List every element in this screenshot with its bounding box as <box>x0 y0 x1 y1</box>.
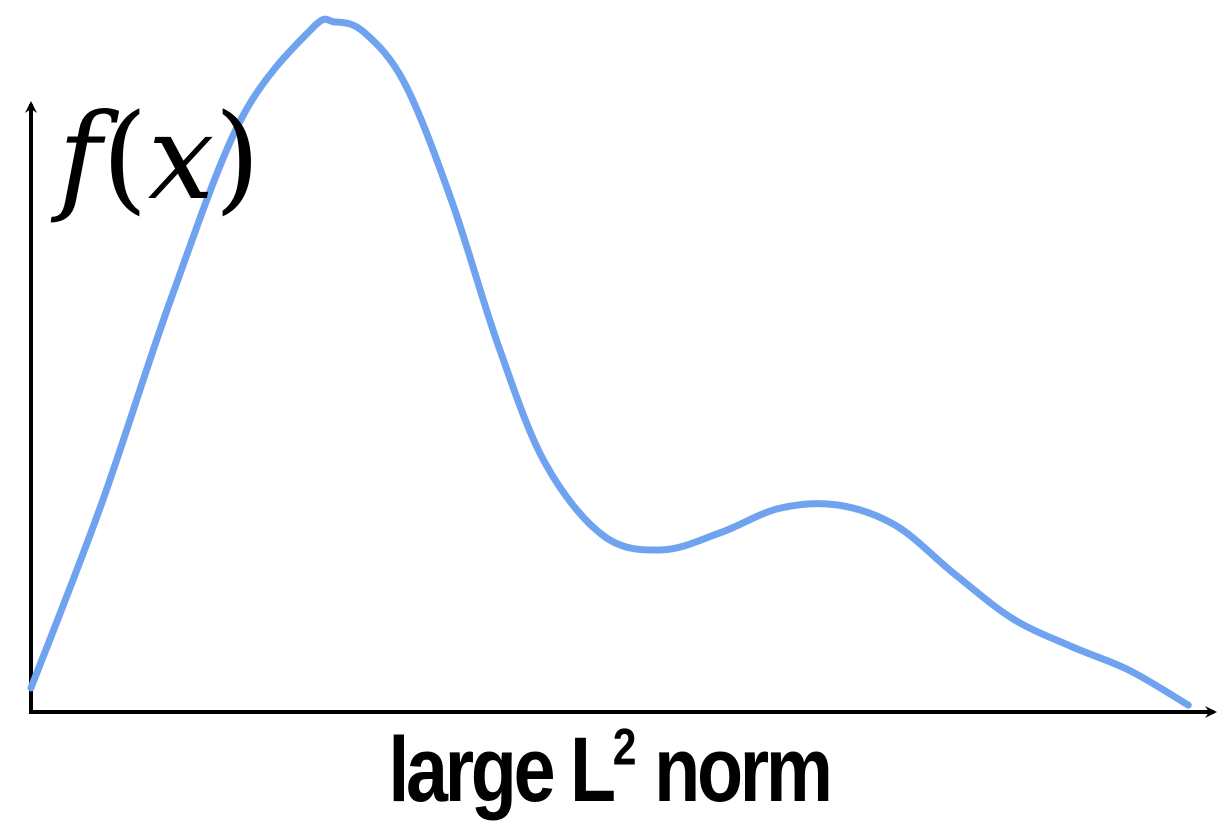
caption-superscript: 2 <box>612 718 637 777</box>
series-line-1 <box>27 15 1192 709</box>
y-label-close-paren: ) <box>214 88 261 226</box>
chart-caption: large L2 norm <box>110 722 1109 819</box>
y-label-open-paren: ( <box>101 88 148 226</box>
caption-text-tail: norm <box>636 719 833 821</box>
series-layer <box>27 15 1192 709</box>
axes <box>25 101 1217 718</box>
y-label-var: x <box>147 88 215 226</box>
y-axis-label: f(x) <box>58 98 260 216</box>
caption-text: large L <box>388 719 616 821</box>
y-label-func: f <box>58 88 102 226</box>
